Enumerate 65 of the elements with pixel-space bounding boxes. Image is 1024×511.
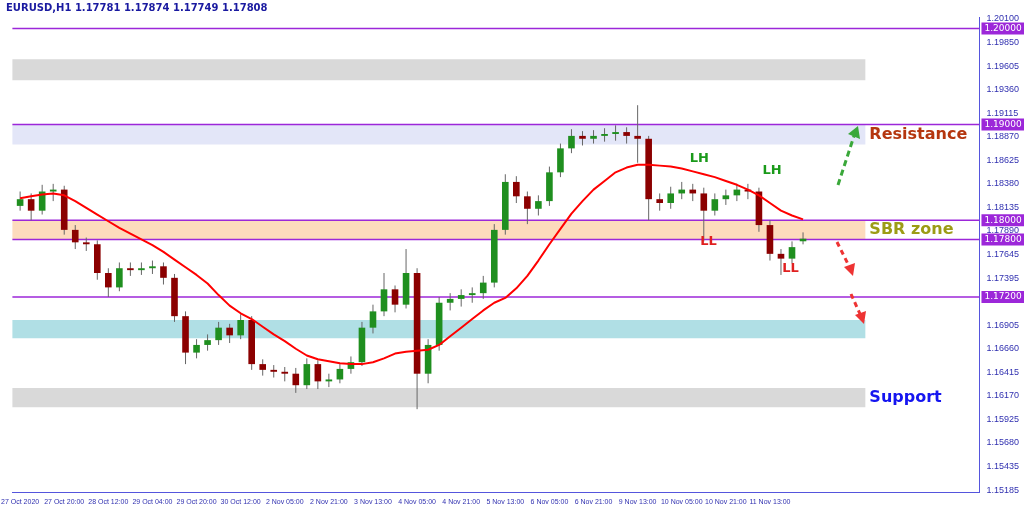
candlestick — [380, 272, 388, 317]
y-tick-label: 1.16905 — [986, 319, 1020, 330]
ref-line-label: 1.18000 — [984, 214, 1022, 225]
annotation: LH — [762, 161, 782, 177]
candlestick — [105, 267, 112, 298]
ref-line-label: 1.20000 — [984, 22, 1022, 33]
candlestick — [568, 128, 575, 154]
candlestick — [667, 186, 675, 210]
candlestick — [391, 284, 399, 313]
band-label: Resistance — [869, 123, 968, 143]
y-tick-label: 1.19115 — [986, 107, 1019, 118]
candlestick — [711, 192, 719, 216]
y-tick-label: 1.15435 — [986, 460, 1020, 471]
candlestick — [535, 194, 542, 216]
chart-title: EURUSD,H1 1.17781 1.17874 1.17749 1.17808 — [6, 1, 268, 13]
candlestick — [16, 191, 24, 212]
band-label: SBR zone — [869, 219, 954, 239]
candlestick — [524, 191, 531, 225]
candlestick — [127, 261, 134, 277]
candlestick — [193, 338, 200, 359]
candlestick — [612, 124, 619, 142]
candlestick — [71, 224, 79, 250]
y-tick-label: 1.16415 — [986, 366, 1020, 377]
candlestick — [292, 367, 300, 394]
y-tick-label: 1.19360 — [986, 84, 1020, 95]
candlestick — [557, 143, 564, 178]
y-tick-label: 1.18380 — [986, 178, 1020, 189]
candlestick — [303, 357, 311, 390]
y-tick-label: 1.16170 — [986, 390, 1020, 401]
candlestick — [634, 104, 641, 164]
candlestick — [601, 127, 608, 143]
candlestick — [138, 261, 145, 276]
ref-line-label: 1.17200 — [984, 291, 1022, 302]
candlestick — [479, 275, 487, 300]
y-tick-label: 1.17890 — [986, 225, 1020, 236]
y-tick-label: 1.17645 — [986, 248, 1020, 259]
y-tick-label: 1.18135 — [986, 201, 1020, 212]
candlestick — [160, 261, 167, 286]
ref-line-label: 1.19000 — [984, 118, 1022, 129]
annotation: LL — [782, 259, 799, 275]
candlestick — [215, 321, 222, 346]
y-tick-label: 1.15925 — [986, 413, 1020, 424]
y-tick-label: 1.20100 — [986, 13, 1020, 24]
ref-line-label: 1.17800 — [984, 233, 1022, 244]
candlestick — [270, 364, 278, 379]
candlestick — [325, 373, 333, 388]
y-tick-label: 1.15680 — [986, 437, 1020, 448]
y-tick-label: 1.17395 — [986, 272, 1020, 283]
y-tick-label: 1.16660 — [986, 343, 1020, 354]
candlestick — [468, 286, 476, 304]
y-tick-label: 1.18625 — [986, 154, 1020, 165]
candlestick — [226, 323, 233, 344]
candlestick — [116, 261, 123, 292]
y-tick-label: 1.19850 — [986, 37, 1020, 48]
y-tick-label: 1.18870 — [986, 131, 1020, 142]
candlestick — [513, 175, 520, 204]
annotation: LH — [689, 149, 709, 165]
candlestick — [369, 304, 377, 334]
candlestick — [27, 192, 35, 221]
band-label: Support — [869, 386, 943, 406]
y-tick-label: 1.15185 — [986, 484, 1020, 495]
candlestick — [777, 248, 785, 276]
candlestick — [237, 313, 244, 340]
candlestick — [788, 240, 796, 264]
y-tick-label: 1.19605 — [986, 60, 1020, 71]
